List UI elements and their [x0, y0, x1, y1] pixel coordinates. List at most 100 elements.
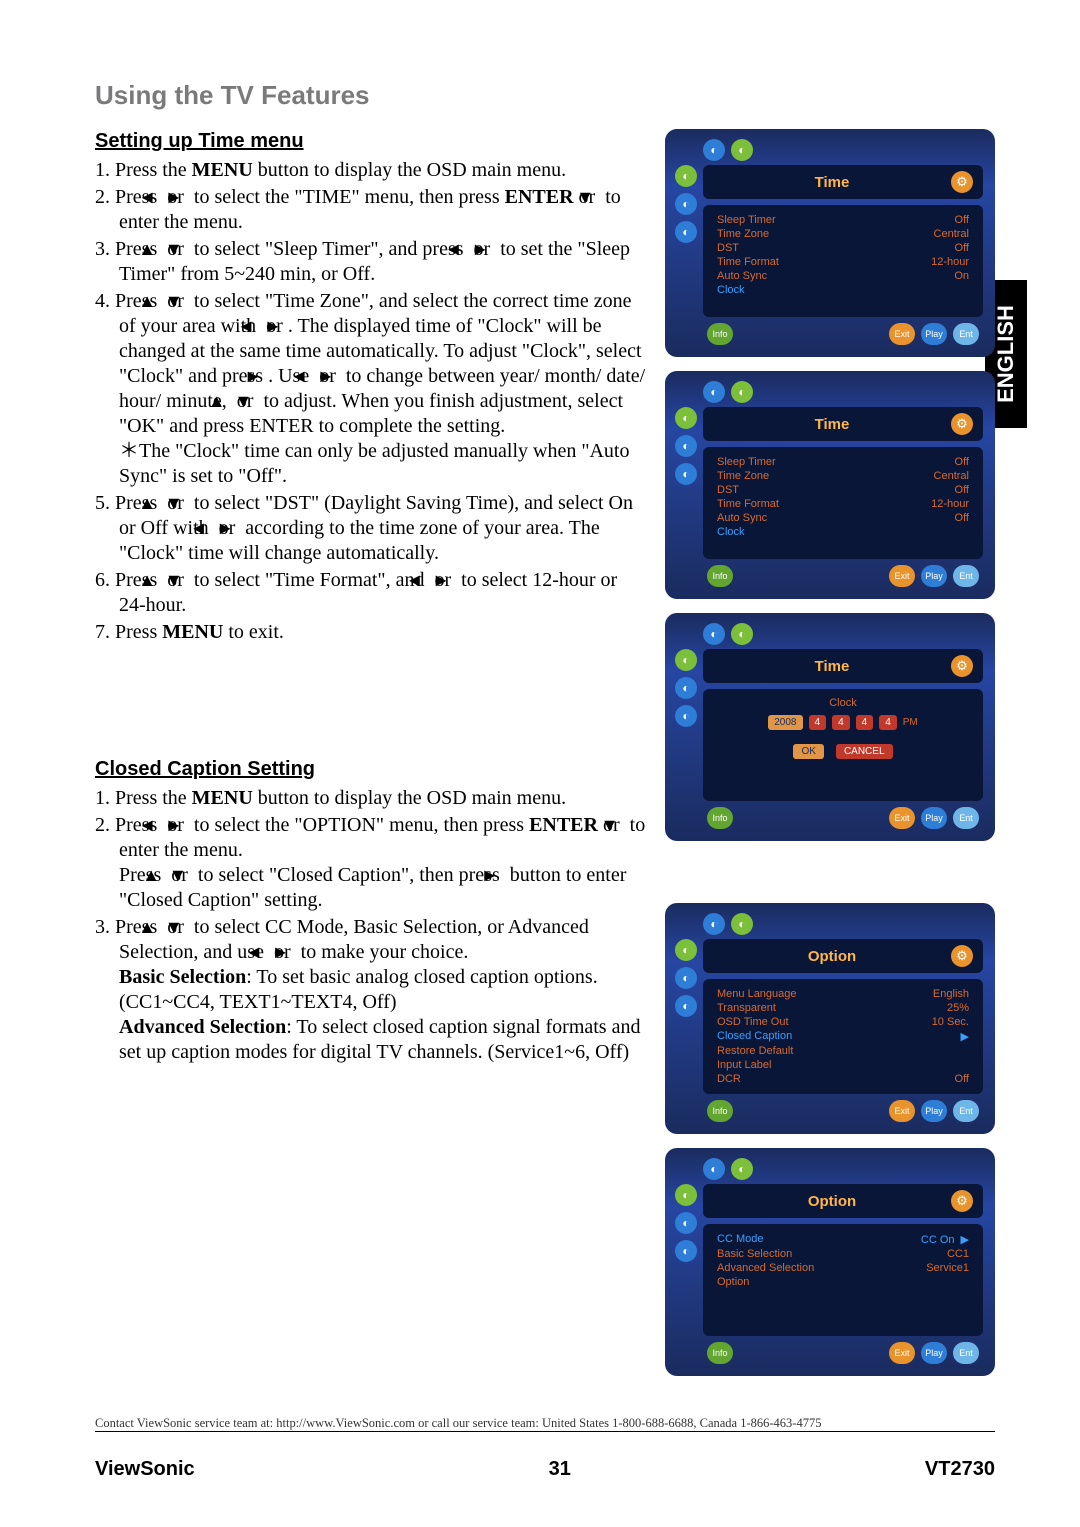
osd-title: Time — [713, 174, 951, 191]
osd-menu-row: Option — [717, 1275, 969, 1289]
osd-action-chip: Exit — [889, 1342, 915, 1364]
osd-menu-row: CC ModeCC On▶ — [717, 1232, 969, 1247]
osd-top-icon: ◐ — [703, 139, 725, 161]
osd-body: Sleep TimerOffTime ZoneCentralDSTOffTime… — [703, 205, 983, 317]
osd-title: Time — [713, 416, 951, 433]
footer-bar: ViewSonic 31 VT2730 — [0, 1432, 1080, 1481]
osd-menu-row: Closed Caption▶ — [717, 1029, 969, 1044]
osd-left-icon: ◐ — [675, 967, 697, 989]
instruction-step: 5. Press ▲ or ▼ to select "DST" (Dayligh… — [95, 491, 647, 566]
footer-contact: Contact ViewSonic service team at: http:… — [0, 1412, 1080, 1431]
osd-info-chip: Info — [707, 323, 733, 345]
osd-menu-row: Auto SyncOn — [717, 269, 969, 283]
osd-menu-row: DCROff — [717, 1072, 969, 1086]
osd-title-bar: Time⚙ — [703, 165, 983, 199]
osd-menu-row: Sleep TimerOff — [717, 455, 969, 469]
osd-left-icon: ◐ — [675, 165, 697, 187]
osd-body: Clock20084444PMOKCANCEL — [703, 689, 983, 801]
osd-body: CC ModeCC On▶Basic SelectionCC1Advanced … — [703, 1224, 983, 1336]
osd-title-bar: Time⚙ — [703, 649, 983, 683]
instruction-step: 7. Press MENU to exit. — [95, 620, 647, 645]
instruction-step: 6. Press ▲ or ▼ to select "Time Format",… — [95, 568, 647, 618]
osd-left-icon: ◐ — [675, 1184, 697, 1206]
osd-menu-row: Auto SyncOff — [717, 511, 969, 525]
osd-top-icon: ◐ — [703, 913, 725, 935]
osd-info-chip: Info — [707, 565, 733, 587]
osd-menu-row: Time ZoneCentral — [717, 227, 969, 241]
osd-title-bar: Option⚙ — [703, 1184, 983, 1218]
clock-segment: 4 — [879, 715, 897, 730]
osd-left-icon: ◐ — [675, 939, 697, 961]
osd-bottom-bar: InfoExitPlayEnt — [703, 1100, 983, 1122]
osd-body: Sleep TimerOffTime ZoneCentralDSTOffTime… — [703, 447, 983, 559]
osd-menu-row: Transparent25% — [717, 1001, 969, 1015]
osd-menu-row: Menu LanguageEnglish — [717, 987, 969, 1001]
osd-title: Option — [713, 1193, 951, 1210]
page-content: Using the TV Features Setting up Time me… — [0, 0, 1080, 1376]
gear-icon: ⚙ — [951, 171, 973, 193]
osd-action-chip: Ent — [953, 1342, 979, 1364]
instruction-step: 3. Press ▲ or ▼ to select "Sleep Timer",… — [95, 237, 647, 287]
clock-segment: 4 — [856, 715, 874, 730]
footer-model: VT2730 — [925, 1458, 995, 1481]
osd-action-chip: Play — [921, 323, 947, 345]
osd-left-icon: ◐ — [675, 221, 697, 243]
osd-action-chip: Play — [921, 565, 947, 587]
osd-menu-row: Time Format12-hour — [717, 255, 969, 269]
osd-screenshot: ◐ ◐ ◐ ◐ ◐ Option⚙ Menu LanguageEnglishTranspar… — [665, 903, 995, 1134]
osd-left-icon: ◐ — [675, 705, 697, 727]
osd-title: Time — [713, 658, 951, 675]
osd-action-chip: Ent — [953, 1100, 979, 1122]
osd-title-bar: Option⚙ — [703, 939, 983, 973]
osd-top-icon: ◐ — [731, 139, 753, 161]
section-heading-cc: Closed Caption Setting — [95, 757, 647, 782]
clock-segment: 4 — [809, 715, 827, 730]
section-heading-time: Setting up Time menu — [95, 129, 647, 154]
footer-brand: ViewSonic — [95, 1458, 195, 1481]
osd-top-icon: ◐ — [703, 623, 725, 645]
osd-screenshot: ◐◐◐◐◐Option⚙CC ModeCC On▶Basic Selection… — [665, 1148, 995, 1376]
page-title: Using the TV Features — [95, 80, 995, 111]
osd-top-icon: ◐ — [731, 623, 753, 645]
osd-menu-row: OSD Time Out10 Sec. — [717, 1015, 969, 1029]
osd-menu-row: Clock — [717, 525, 969, 539]
osd-menu-row: Input Label — [717, 1058, 969, 1072]
osd-bottom-bar: InfoExitPlayEnt — [703, 807, 983, 829]
osd-action-chip: Exit — [889, 565, 915, 587]
section-time-text: Setting up Time menu 1. Press the MENU b… — [95, 129, 647, 1376]
gear-icon: ⚙ — [951, 1190, 973, 1212]
osd-top-icon: ◐ — [731, 913, 753, 935]
osd-action-chip: Exit — [889, 323, 915, 345]
osd-left-icon: ◐ — [675, 649, 697, 671]
osd-bottom-bar: Info Exit Play Ent — [703, 323, 983, 345]
osd-menu-row: Sleep TimerOff — [717, 213, 969, 227]
osd-left-icon: ◐ — [675, 1212, 697, 1234]
instruction-step: 1. Press the MENU button to display the … — [95, 786, 647, 811]
osd-action-chip: Play — [921, 1100, 947, 1122]
clock-segment: 4 — [832, 715, 850, 730]
osd-bottom-bar: InfoExitPlayEnt — [703, 565, 983, 587]
instruction-step: 1. Press the MENU button to display the … — [95, 158, 647, 183]
osd-bottom-bar: InfoExitPlayEnt — [703, 1342, 983, 1364]
osd-menu-row: Advanced SelectionService1 — [717, 1261, 969, 1275]
osd-top-icon: ◐ — [703, 1158, 725, 1180]
instruction-step: 4. Press ▲ or ▼ to select "Time Zone", a… — [95, 289, 647, 489]
osd-left-icon: ◐ — [675, 995, 697, 1017]
footer-page-number: 31 — [549, 1458, 571, 1481]
instruction-step: 3. Press ▲ or ▼ to select CC Mode, Basic… — [95, 915, 647, 1065]
osd-top-icon: ◐ — [731, 1158, 753, 1180]
osd-menu-row: Time Format12-hour — [717, 497, 969, 511]
gear-icon: ⚙ — [951, 413, 973, 435]
instruction-step: 2. Press ◄ or ► to select the "OPTION" m… — [95, 813, 647, 913]
osd-menu-row: Basic SelectionCC1 — [717, 1247, 969, 1261]
osd-action-chip: Ent — [953, 323, 979, 345]
osd-action-chip: Exit — [889, 1100, 915, 1122]
osd-left-icon: ◐ — [675, 435, 697, 457]
gear-icon: ⚙ — [951, 655, 973, 677]
osd-menu-row: DSTOff — [717, 483, 969, 497]
osd-action-chip: Ent — [953, 807, 979, 829]
gear-icon: ⚙ — [951, 945, 973, 967]
osd-menu-row: Restore Default — [717, 1044, 969, 1058]
osd-info-chip: Info — [707, 807, 733, 829]
instruction-step: 2. Press ◄ or ► to select the "TIME" men… — [95, 185, 647, 235]
